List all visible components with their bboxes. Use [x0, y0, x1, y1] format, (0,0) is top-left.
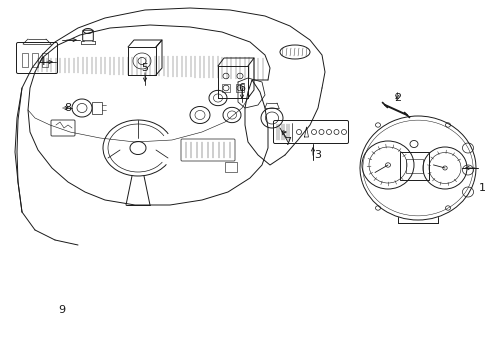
Bar [22, 53, 28, 67]
Bar [399, 152, 428, 180]
Bar [236, 84, 244, 92]
Bar [32, 53, 38, 67]
Text: 9: 9 [59, 305, 65, 315]
Bar [42, 53, 48, 67]
Text: 1: 1 [478, 183, 485, 193]
Bar [92, 102, 102, 114]
Bar [222, 84, 229, 92]
Text: 4: 4 [39, 57, 45, 67]
Text: 5: 5 [141, 63, 148, 73]
Bar [405, 159, 422, 173]
Text: 2: 2 [394, 93, 401, 103]
Text: 3: 3 [314, 150, 321, 160]
Text: 7: 7 [284, 137, 291, 147]
Text: 6: 6 [238, 83, 245, 93]
Text: 8: 8 [64, 103, 71, 113]
Bar [224, 162, 237, 172]
